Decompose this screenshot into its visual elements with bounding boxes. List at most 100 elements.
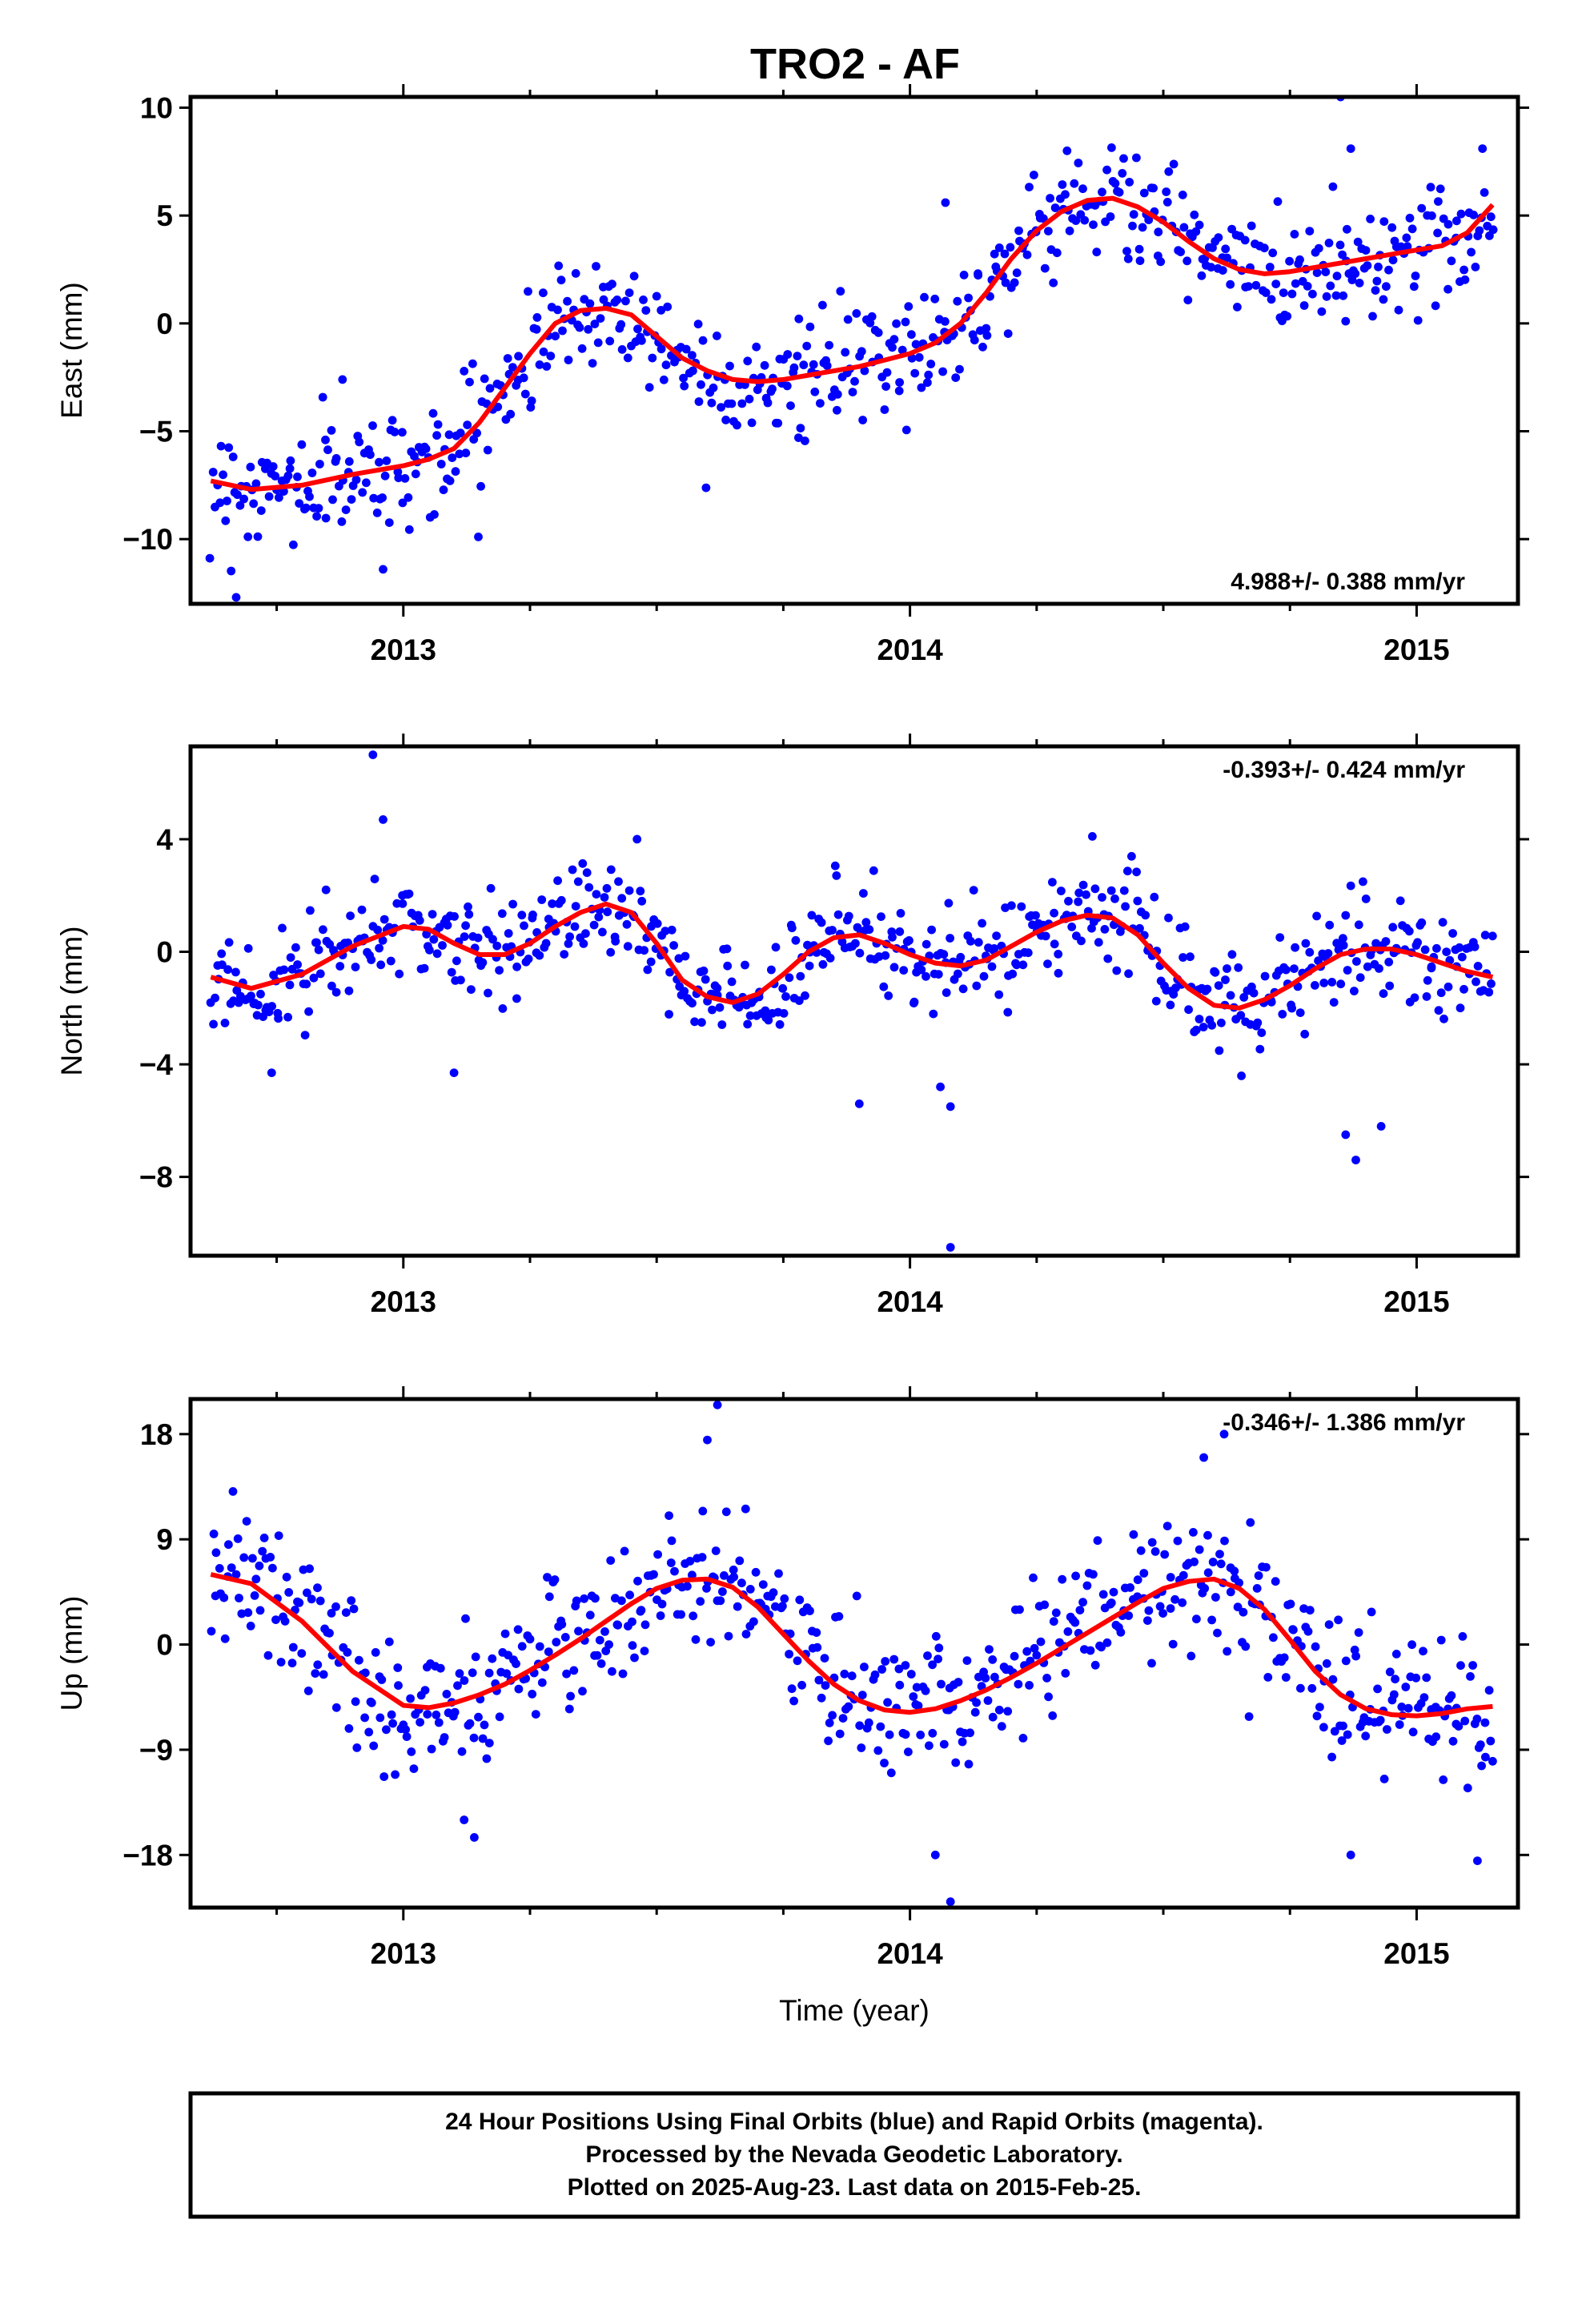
data-point (485, 384, 495, 393)
data-point (1478, 144, 1488, 154)
data-point (378, 493, 387, 502)
data-point (767, 965, 776, 975)
data-point (944, 899, 954, 908)
data-point (1354, 1628, 1363, 1637)
data-point (1487, 979, 1496, 988)
data-point (620, 1546, 629, 1556)
data-point (307, 468, 317, 477)
data-point (954, 969, 962, 979)
data-point (209, 1530, 219, 1538)
data-point (439, 485, 448, 495)
data-point (406, 1694, 415, 1703)
data-point (1375, 964, 1383, 973)
data-point (978, 342, 987, 352)
data-point (432, 949, 442, 959)
data-point (896, 909, 905, 918)
data-point (844, 911, 853, 921)
data-point (1375, 1715, 1385, 1725)
data-point (295, 499, 304, 508)
data-point (1017, 902, 1026, 911)
data-point (925, 1741, 934, 1751)
data-point (434, 1718, 444, 1727)
data-point (346, 911, 355, 920)
data-point (351, 1697, 360, 1707)
data-point (1050, 908, 1058, 918)
data-point (623, 353, 632, 363)
data-point (881, 382, 890, 391)
data-point (791, 935, 801, 945)
data-point (901, 317, 910, 327)
data-point (267, 1068, 276, 1077)
data-point (313, 1583, 322, 1593)
data-point (1363, 261, 1372, 270)
data-point (1014, 226, 1023, 235)
data-point (1271, 279, 1281, 288)
data-point (464, 902, 472, 911)
data-point (455, 1669, 464, 1679)
data-point (1007, 901, 1016, 911)
data-point (1263, 1673, 1273, 1682)
data-point (379, 915, 389, 924)
data-point (1239, 993, 1249, 1002)
data-point (351, 963, 360, 971)
data-point (1481, 1752, 1490, 1762)
data-point (432, 431, 441, 440)
data-point (592, 1651, 602, 1660)
data-point (1411, 1673, 1421, 1683)
data-point (249, 499, 259, 509)
data-point (1215, 1046, 1224, 1055)
data-point (641, 306, 651, 315)
data-point (623, 942, 632, 951)
data-point (524, 955, 533, 963)
data-point (1062, 146, 1072, 155)
fit-curve (210, 1572, 1493, 1719)
data-point (1090, 884, 1100, 894)
data-point (905, 936, 913, 945)
data-point (873, 1746, 883, 1755)
data-point (901, 1730, 910, 1739)
data-point (465, 377, 474, 387)
data-point (1287, 289, 1297, 299)
data-point (816, 399, 825, 408)
data-point (357, 905, 367, 915)
data-point (512, 1659, 520, 1669)
data-point (285, 980, 295, 990)
data-point (1359, 877, 1367, 887)
data-point (564, 356, 573, 364)
data-point (461, 1614, 470, 1623)
data-point (805, 1606, 814, 1615)
data-point (698, 336, 708, 345)
data-point (737, 1578, 746, 1588)
data-point (318, 392, 327, 402)
data-point (1454, 1722, 1464, 1731)
data-point (1077, 936, 1086, 946)
data-point (972, 981, 982, 991)
data-point (1150, 1547, 1160, 1556)
data-point (939, 1739, 949, 1749)
data-point (964, 293, 973, 303)
data-point (1337, 1736, 1347, 1745)
data-point (1244, 1712, 1254, 1721)
data-point (1350, 987, 1359, 995)
data-point (818, 959, 828, 969)
data-point (1191, 227, 1201, 236)
data-point (941, 317, 950, 326)
data-point (1300, 1029, 1310, 1039)
y-tick-label: −10 (122, 523, 173, 556)
data-point (1448, 1736, 1458, 1746)
data-point (1366, 215, 1375, 223)
data-point (283, 471, 293, 480)
data-point (1447, 256, 1456, 266)
data-point (789, 1696, 798, 1706)
data-point (1361, 246, 1371, 255)
data-point (733, 1602, 742, 1611)
data-point (565, 932, 574, 941)
data-point (1234, 963, 1243, 972)
data-point (608, 279, 616, 289)
data-point (718, 1587, 727, 1596)
data-point (1042, 1674, 1051, 1683)
data-point (994, 243, 1004, 252)
data-point (706, 1638, 715, 1647)
data-point (818, 300, 827, 310)
